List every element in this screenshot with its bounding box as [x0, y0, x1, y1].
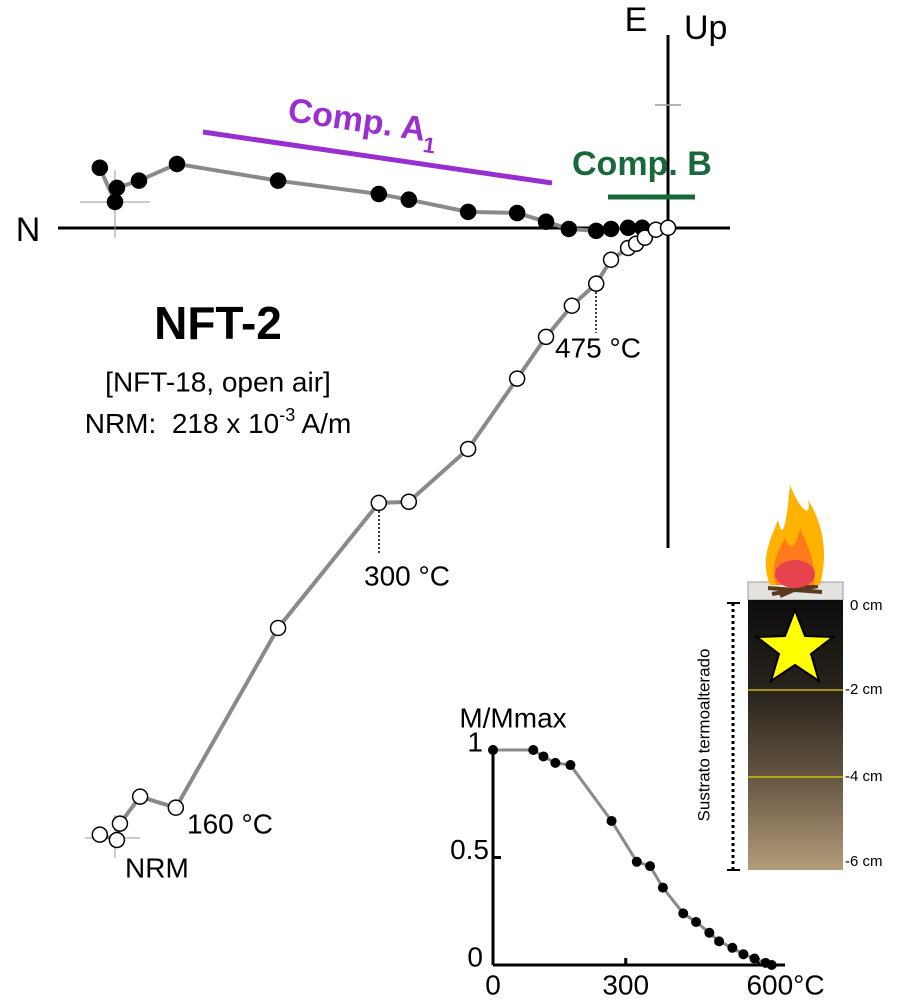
filled-point — [108, 179, 126, 197]
open-point — [508, 370, 526, 387]
point — [550, 757, 561, 768]
point — [704, 927, 715, 938]
demag-plot: M/Mmax 0 0.5 1 0 300 600°C — [450, 702, 825, 1000]
point — [766, 960, 777, 970]
x-tick-label: 300 — [602, 969, 649, 1000]
star — [754, 607, 836, 684]
filled-point — [459, 203, 477, 221]
axis-label: Up — [684, 9, 727, 47]
component-line — [202, 129, 553, 186]
open-point — [131, 788, 149, 805]
filled-point — [587, 222, 605, 240]
point — [488, 745, 498, 755]
open-point — [111, 815, 129, 832]
open-point — [537, 328, 555, 346]
depth-label: -6 cm — [845, 853, 883, 870]
open-point — [91, 826, 109, 843]
point — [565, 760, 576, 771]
open-point — [459, 440, 477, 458]
filled-point — [537, 213, 555, 230]
point — [528, 745, 539, 755]
y-axis-label: M/Mmax — [459, 702, 566, 733]
filled-point — [370, 185, 388, 203]
point — [631, 856, 642, 867]
specimen-name: NFT-2 — [154, 297, 282, 349]
nrm-text: NRM: 218 x 10 — [85, 408, 280, 439]
open-point — [602, 251, 620, 268]
open-point — [269, 619, 287, 637]
annotation: NRM — [125, 852, 189, 883]
point — [714, 936, 725, 947]
component-subscript: 1 — [421, 132, 437, 159]
open-point — [108, 831, 126, 849]
filled-point — [508, 204, 526, 222]
depth-label: -4 cm — [845, 768, 883, 785]
open-point — [563, 297, 581, 314]
point — [606, 815, 617, 826]
curve — [493, 748, 773, 967]
side-label: Sustrato termoalterado — [694, 649, 713, 822]
filled-point — [168, 155, 186, 173]
filled-point — [602, 220, 620, 238]
x-tick-label: 0 — [485, 969, 501, 1000]
open-point — [400, 493, 418, 511]
y-tick-label: 0 — [467, 941, 483, 972]
open-point — [167, 799, 185, 816]
annotation: 475 °C — [555, 332, 641, 363]
point — [691, 917, 702, 927]
open-point — [370, 494, 388, 512]
nrm-unit: A/m — [295, 408, 351, 439]
column: Sustrato termoalterado 0 cm -2 cm -4 cm … — [694, 485, 883, 871]
annotation: 160 °C — [187, 808, 273, 839]
projection-line — [97, 161, 643, 233]
component-name: Comp. A — [286, 91, 429, 149]
zijderveld-plot: N E Up Comp. A1 Comp. B NFT-2 [NFT-18, o… — [16, 1, 730, 883]
filled-point — [400, 191, 418, 208]
point — [678, 908, 689, 919]
fire — [765, 485, 824, 598]
point — [657, 882, 668, 893]
filled-point — [91, 159, 109, 177]
open-point — [636, 229, 654, 246]
axis-label: N — [16, 211, 41, 249]
point — [749, 953, 760, 964]
point — [645, 861, 656, 872]
filled-point — [269, 172, 287, 189]
filled-point — [619, 219, 637, 237]
filled-point — [106, 193, 124, 211]
depth-label: -2 cm — [845, 681, 883, 698]
annotation: 300 °C — [364, 560, 450, 591]
nrm-exponent: -3 — [279, 405, 295, 425]
specimen-note: [NFT-18, open air] — [105, 366, 331, 397]
filled-point — [560, 220, 578, 238]
x-tick-label: 600°C — [746, 969, 824, 1000]
open-point — [659, 219, 677, 237]
y-tick-label: 1 — [467, 726, 483, 757]
component-label: Comp. B — [572, 145, 712, 183]
specimen-nrm: NRM: 218 x 10-3 A/m — [85, 405, 352, 440]
point — [538, 751, 549, 762]
filled-point — [130, 172, 148, 189]
point — [727, 942, 738, 953]
open-point — [587, 275, 605, 292]
ember — [775, 560, 815, 588]
axis-label: E — [625, 1, 648, 39]
point — [738, 949, 749, 960]
depth-label: 0 cm — [850, 597, 883, 614]
y-tick-label: 0.5 — [450, 834, 489, 865]
